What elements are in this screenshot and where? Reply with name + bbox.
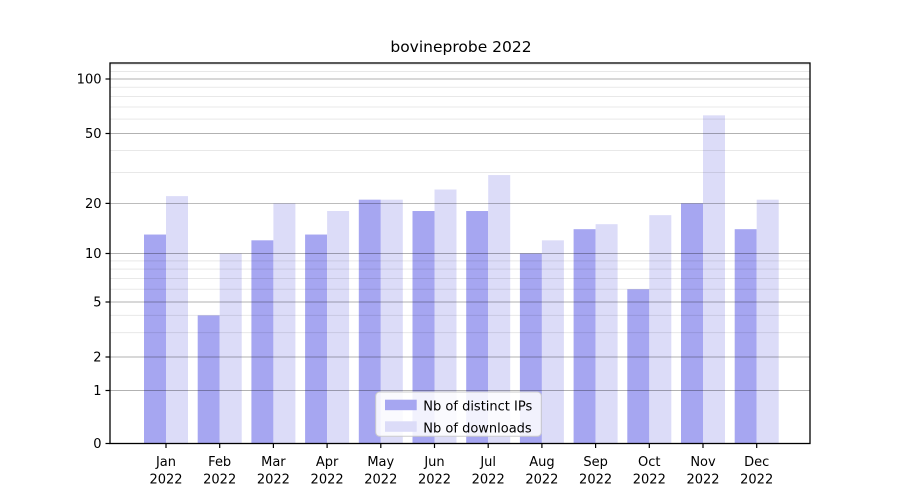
legend-patch-distinct-ips — [385, 399, 417, 411]
x-tick-label-year-mar: 2022 — [257, 473, 290, 488]
bar-distinct-ips-nov — [681, 203, 703, 444]
bar-downloads-may — [380, 199, 403, 444]
x-tick-label-month-apr: Apr — [316, 455, 339, 470]
x-tick-label-year-aug: 2022 — [525, 473, 558, 488]
bar-downloads-aug — [541, 240, 564, 444]
bar-downloads-dec — [756, 199, 779, 444]
y-tick-label-100: 100 — [77, 73, 102, 88]
x-tick-label-year-jan: 2022 — [149, 473, 182, 488]
y-tick-label-50: 50 — [85, 127, 102, 142]
x-tick-label-year-oct: 2022 — [633, 473, 666, 488]
legend-label-distinct-ips: Nb of distinct IPs — [423, 400, 532, 415]
x-tick-label-month-dec: Dec — [744, 455, 769, 470]
bar-downloads-feb — [219, 253, 242, 444]
x-tick-label-month-oct: Oct — [638, 455, 660, 470]
x-tick-label-month-aug: Aug — [529, 455, 554, 470]
x-tick-label-year-feb: 2022 — [203, 473, 236, 488]
bar-distinct-ips-oct — [627, 289, 650, 444]
y-tick-label-2: 2 — [93, 351, 101, 366]
y-tick-label-10: 10 — [85, 247, 102, 262]
bar-downloads-oct — [649, 215, 672, 444]
bar-distinct-ips-apr — [305, 234, 328, 444]
x-tick-label-year-nov: 2022 — [686, 473, 719, 488]
bar-distinct-ips-jan — [144, 234, 166, 444]
legend-label-downloads: Nb of downloads — [423, 421, 532, 436]
bar-downloads-apr — [327, 211, 350, 444]
x-tick-label-month-feb: Feb — [208, 455, 231, 470]
y-tick-label-0: 0 — [93, 437, 101, 452]
x-tick-label-month-may: May — [367, 455, 394, 470]
bar-distinct-ips-feb — [197, 315, 220, 444]
x-tick-label-year-dec: 2022 — [740, 473, 773, 488]
x-tick-label-year-jul: 2022 — [472, 473, 505, 488]
x-tick-label-month-nov: Nov — [690, 455, 716, 470]
x-tick-label-year-jun: 2022 — [418, 473, 451, 488]
x-tick-label-month-jun: Jun — [423, 455, 444, 470]
bar-downloads-mar — [273, 203, 296, 444]
bar-downloads-jan — [166, 196, 188, 444]
bar-distinct-ips-jun — [412, 211, 435, 444]
x-tick-label-month-jul: Jul — [479, 455, 496, 470]
y-tick-label-20: 20 — [85, 197, 102, 212]
x-tick-label-year-sep: 2022 — [579, 473, 612, 488]
x-tick-label-month-jan: Jan — [155, 455, 176, 470]
y-tick-label-1: 1 — [93, 384, 101, 399]
chart-title: bovineprobe 2022 — [390, 38, 531, 56]
bar-downloads-jun — [434, 189, 457, 444]
bar-distinct-ips-jul — [466, 211, 489, 444]
bar-downloads-nov — [703, 115, 725, 444]
bar-downloads-jul — [488, 175, 511, 444]
bar-distinct-ips-dec — [734, 229, 757, 444]
x-tick-label-month-mar: Mar — [261, 455, 286, 470]
legend-frame — [375, 391, 542, 437]
x-tick-label-year-apr: 2022 — [311, 473, 344, 488]
bar-distinct-ips-sep — [573, 229, 596, 444]
plot-area: 0 1 2 5 10 20 50 100 Jan 2022 Feb 2022 Mar 2022 Apr 202… — [77, 62, 811, 488]
bar-downloads-sep — [595, 224, 618, 444]
y-tick-label-5: 5 — [93, 296, 101, 311]
x-tick-label-month-sep: Sep — [583, 455, 608, 470]
x-tick-label-year-may: 2022 — [364, 473, 397, 488]
bar-distinct-ips-may — [358, 199, 381, 444]
legend-patch-downloads — [385, 421, 417, 432]
bar-distinct-ips-mar — [251, 240, 274, 444]
